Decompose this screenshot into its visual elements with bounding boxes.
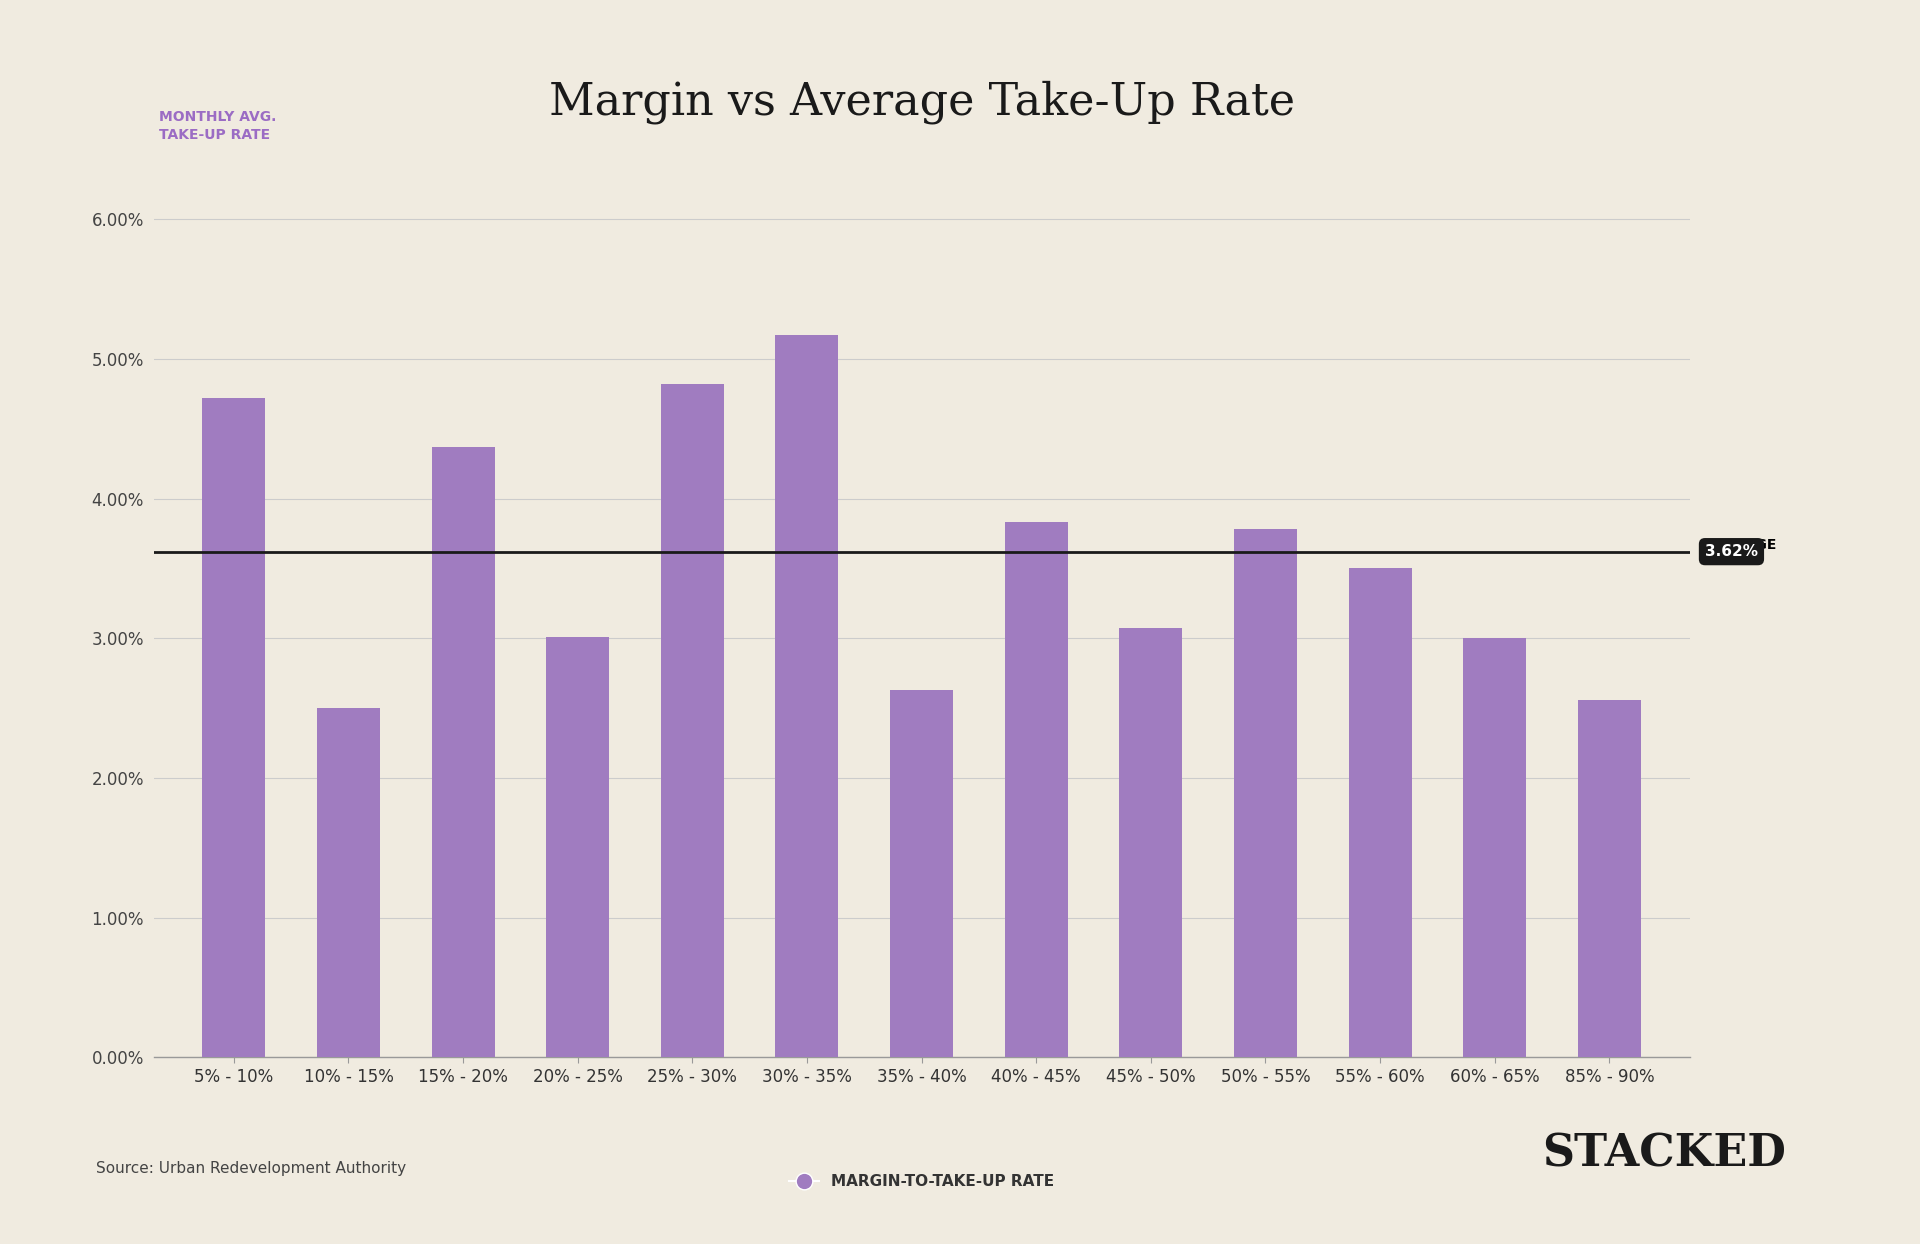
Bar (1235, 529, 1298, 1057)
Bar (1004, 522, 1068, 1057)
Text: Source: Urban Redevelopment Authority: Source: Urban Redevelopment Authority (96, 1161, 407, 1176)
Bar (432, 447, 495, 1057)
Bar (202, 398, 265, 1057)
Title: Margin vs Average Take-Up Rate: Margin vs Average Take-Up Rate (549, 81, 1294, 124)
Bar (891, 690, 952, 1057)
Bar (776, 335, 839, 1057)
Bar (1463, 638, 1526, 1057)
Text: STACKED: STACKED (1542, 1132, 1786, 1176)
Legend: MARGIN-TO-TAKE-UP RATE: MARGIN-TO-TAKE-UP RATE (783, 1168, 1060, 1195)
Bar (545, 637, 609, 1057)
Text: 3.62%: 3.62% (1705, 544, 1759, 559)
Text: MONTHLY AVG.
TAKE-UP RATE: MONTHLY AVG. TAKE-UP RATE (159, 109, 276, 142)
Bar (1348, 569, 1411, 1057)
Bar (660, 384, 724, 1057)
Text: AVERAGE: AVERAGE (1705, 537, 1778, 551)
Bar (317, 708, 380, 1057)
Bar (1119, 628, 1183, 1057)
Bar (1578, 699, 1642, 1057)
